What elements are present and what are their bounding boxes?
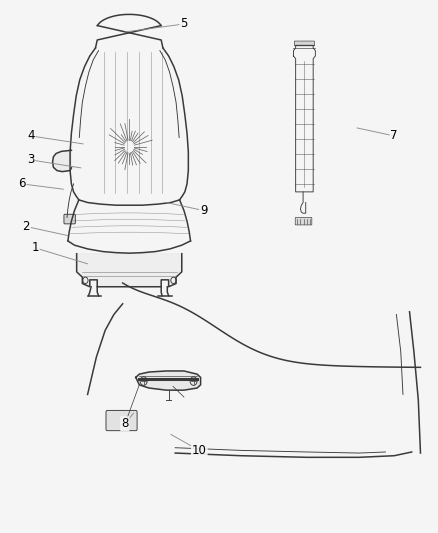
Text: 3: 3 <box>27 154 34 166</box>
Text: 9: 9 <box>200 204 208 217</box>
Polygon shape <box>136 371 201 390</box>
Text: 7: 7 <box>390 130 398 142</box>
FancyBboxPatch shape <box>106 410 137 431</box>
Text: 2: 2 <box>22 220 30 233</box>
Text: 8: 8 <box>121 417 128 430</box>
Text: 6: 6 <box>18 177 26 190</box>
Text: 10: 10 <box>192 444 207 457</box>
FancyBboxPatch shape <box>294 41 314 46</box>
FancyBboxPatch shape <box>64 214 75 224</box>
Polygon shape <box>77 254 182 287</box>
Text: 5: 5 <box>180 18 187 30</box>
Text: 4: 4 <box>27 130 35 142</box>
Polygon shape <box>53 150 71 172</box>
FancyBboxPatch shape <box>295 217 312 225</box>
Text: 1: 1 <box>31 241 39 254</box>
